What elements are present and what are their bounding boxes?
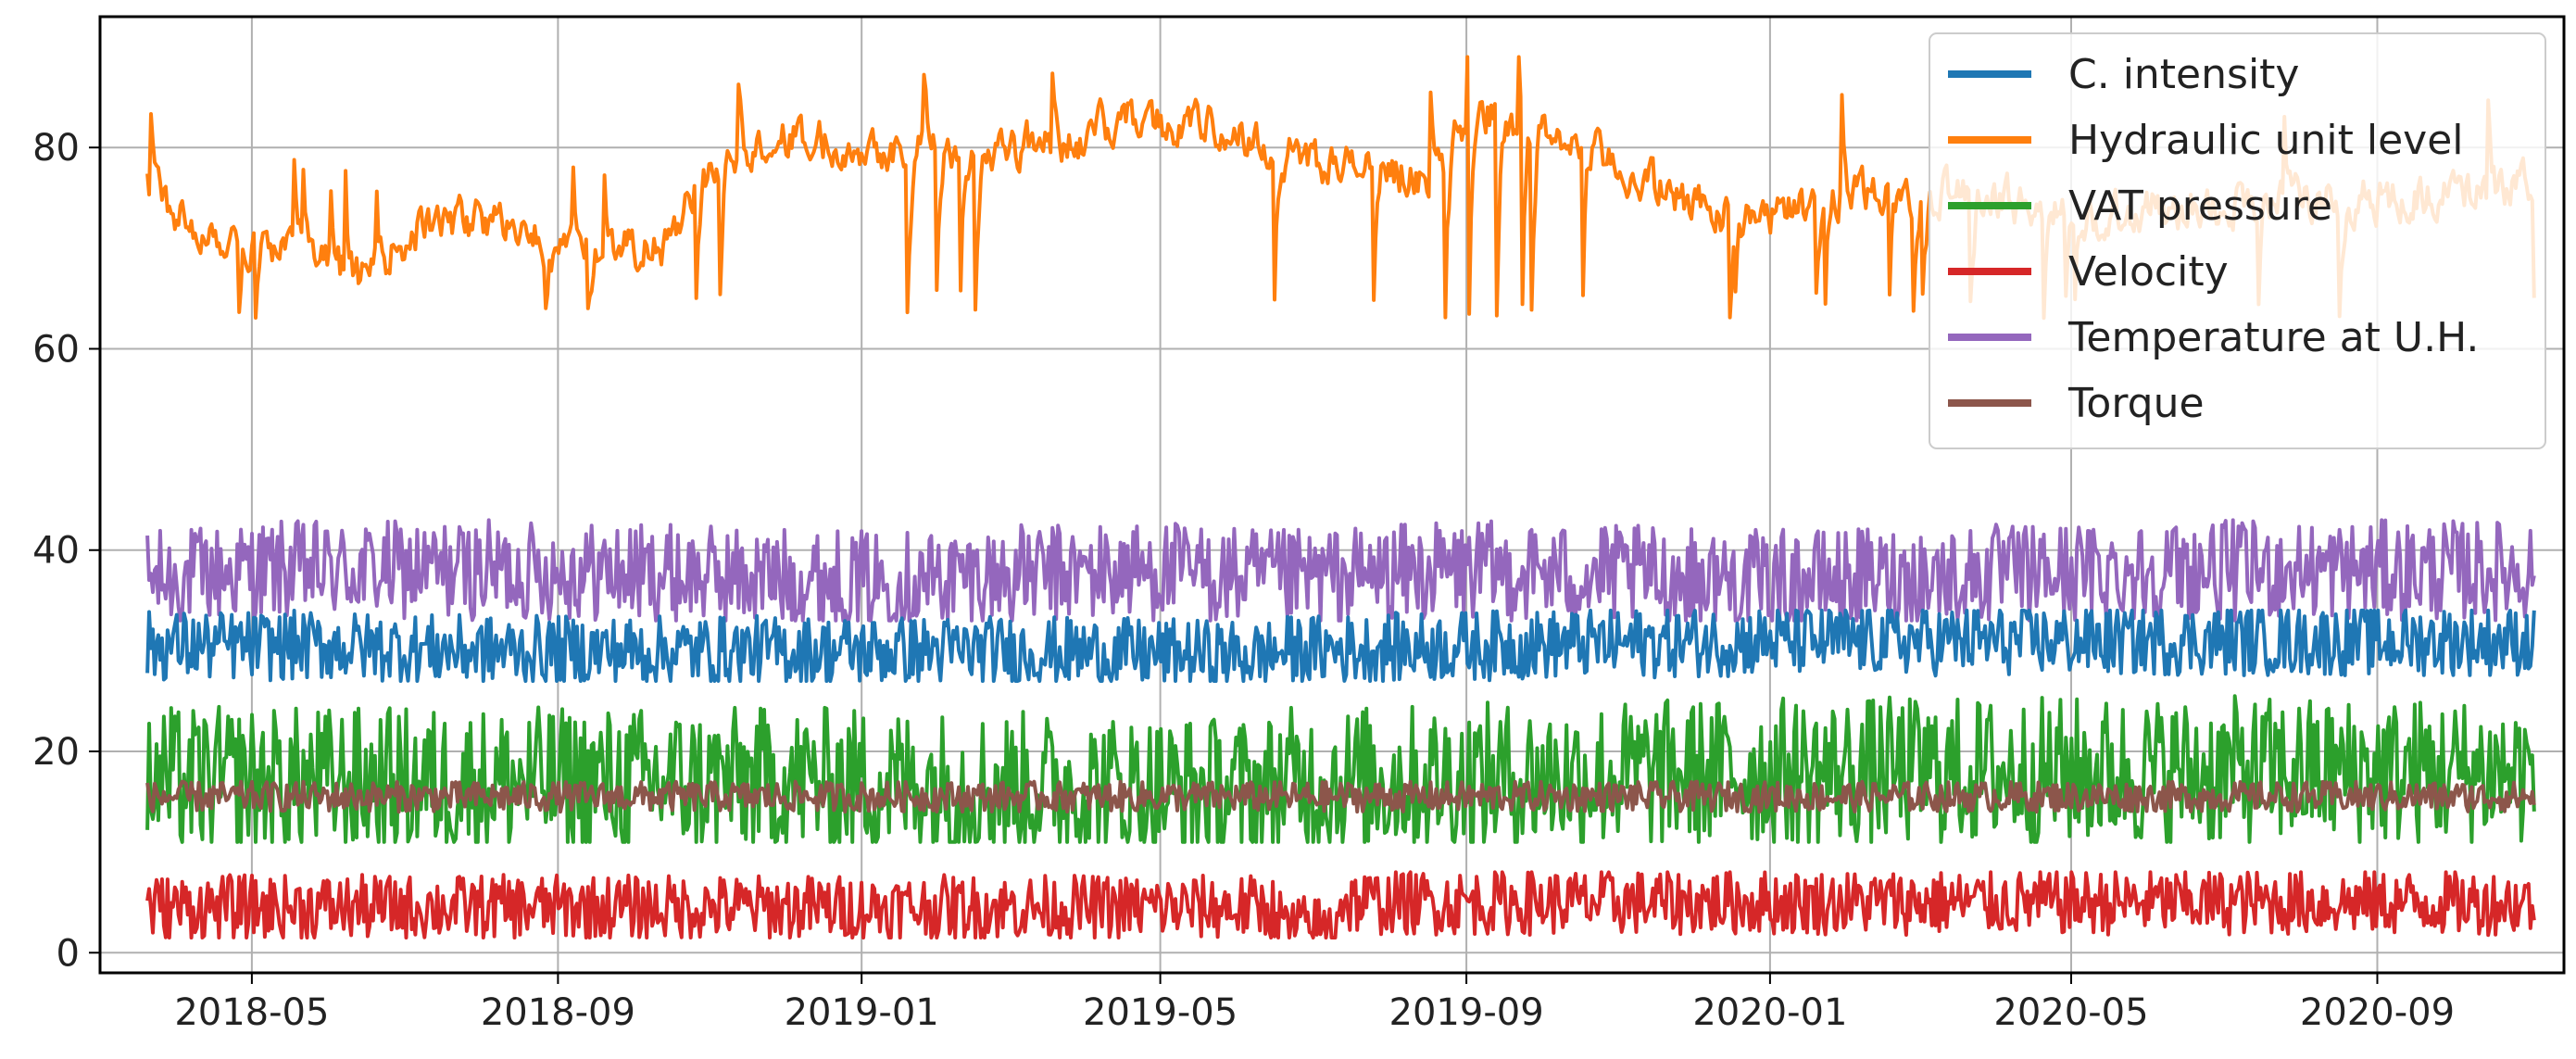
x-tick-label: 2019-05 xyxy=(1083,991,1238,1034)
legend-label: Temperature at U.H. xyxy=(2067,314,2479,361)
x-tick-label: 2020-05 xyxy=(1993,991,2148,1034)
legend: C. intensity Hydraulic unit level VAT pres… xyxy=(1929,32,2546,449)
legend-box xyxy=(1929,32,2546,449)
legend-label: Torque xyxy=(2067,380,2205,427)
x-tick-label: 2020-01 xyxy=(1692,991,1847,1034)
legend-label: Hydraulic unit level xyxy=(2068,117,2464,164)
plot-frame xyxy=(98,15,2566,975)
y-tick-label: 60 xyxy=(32,328,80,371)
legend-label: Velocity xyxy=(2068,248,2229,296)
y-tick-label: 40 xyxy=(32,530,80,573)
y-tick-label: 0 xyxy=(57,932,80,975)
x-tick-label: 2018-09 xyxy=(481,991,635,1034)
series-line-temperature-at-u-h xyxy=(145,518,2536,623)
x-tick-label: 2019-09 xyxy=(1389,991,1544,1034)
y-tick-label: 80 xyxy=(32,127,80,170)
x-tick-label: 2020-09 xyxy=(2300,991,2455,1034)
series-line-torque xyxy=(145,779,2536,814)
legend-label: C. intensity xyxy=(2068,51,2299,98)
x-tick-label: 2018-05 xyxy=(174,991,329,1034)
series-line-velocity xyxy=(145,870,2536,939)
y-tick-label: 20 xyxy=(32,731,80,774)
legend-label: VAT pressure xyxy=(2068,183,2332,230)
axis-ticks: 2018-05 2018-09 2019-01 2019-05 2019-09 2020-… xyxy=(32,127,2455,1034)
series-line-c-intensity xyxy=(145,608,2536,683)
x-tick-label: 2019-01 xyxy=(785,991,939,1034)
